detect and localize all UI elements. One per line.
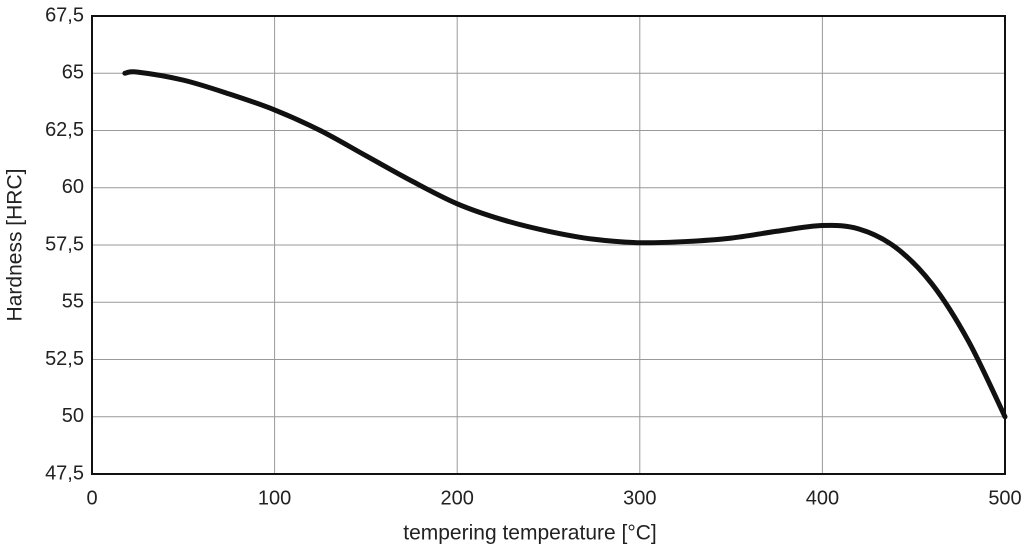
x-tick-label: 300 [623,487,656,509]
data-line [122,69,1008,420]
y-tick-label: 47,5 [45,462,84,484]
plot-frame [91,15,1006,475]
y-tick-label: 55 [62,291,84,313]
y-tick-label: 57,5 [45,233,84,255]
y-tick-label: 52,5 [45,348,84,370]
y-tick-label: 50 [62,405,84,427]
y-tick-label: 60 [62,176,84,198]
y-tick-label: 62,5 [45,119,84,141]
x-tick-label: 100 [258,487,291,509]
y-tick-label: 65 [62,62,84,84]
x-tick-label: 0 [86,487,97,509]
y-tick-label: 67,5 [45,4,84,26]
x-tick-label: 400 [806,487,839,509]
x-tick-label: 500 [988,487,1021,509]
x-axis-label: tempering temperature [°C] [403,522,657,545]
x-tick-label: 200 [441,487,474,509]
y-axis-label: Hardness [HRC] [4,169,27,322]
